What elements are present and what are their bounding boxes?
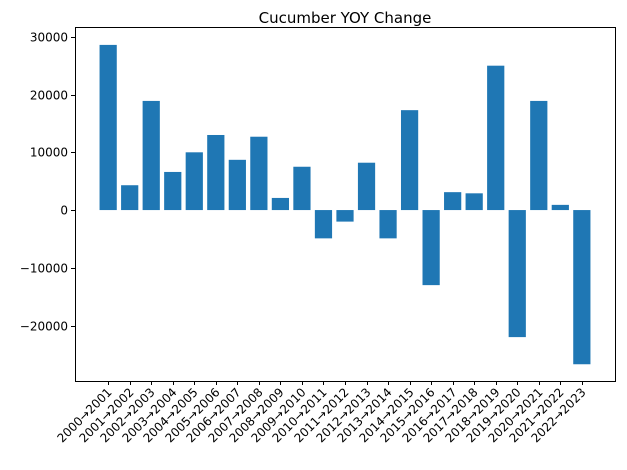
y-axis: −20000 −10000 0 10000 20000 30000 — [20, 31, 75, 334]
bar — [444, 192, 462, 211]
bar — [487, 65, 505, 211]
bar — [250, 136, 268, 211]
bar — [508, 210, 526, 338]
y-tick-label: 10000 — [30, 146, 68, 160]
plot-frame — [75, 27, 616, 382]
bar — [336, 210, 354, 222]
bar — [314, 210, 333, 239]
x-axis: 2000→20012001→20022002→20032003→20042004… — [54, 381, 589, 445]
bar — [293, 166, 311, 211]
bar — [422, 210, 440, 286]
bar — [99, 44, 117, 211]
y-tick-label: 30000 — [30, 31, 68, 45]
bar — [228, 159, 246, 211]
bar — [142, 100, 160, 211]
bar — [530, 100, 548, 211]
bar — [207, 134, 225, 211]
bar — [465, 193, 483, 211]
y-tick-label: 20000 — [30, 89, 68, 103]
y-tick-label: −10000 — [20, 262, 68, 276]
bar — [121, 185, 139, 211]
bar — [271, 197, 290, 211]
bar — [379, 210, 397, 239]
bar — [164, 171, 182, 211]
bar — [551, 204, 569, 211]
chart-title: Cucumber YOY Change — [259, 9, 432, 27]
bar — [573, 210, 591, 365]
bars-group — [99, 44, 591, 365]
bar — [357, 162, 376, 211]
y-tick-label: 0 — [60, 204, 68, 218]
bar — [185, 152, 203, 211]
y-tick-label: −20000 — [20, 320, 68, 334]
bar — [400, 110, 419, 211]
